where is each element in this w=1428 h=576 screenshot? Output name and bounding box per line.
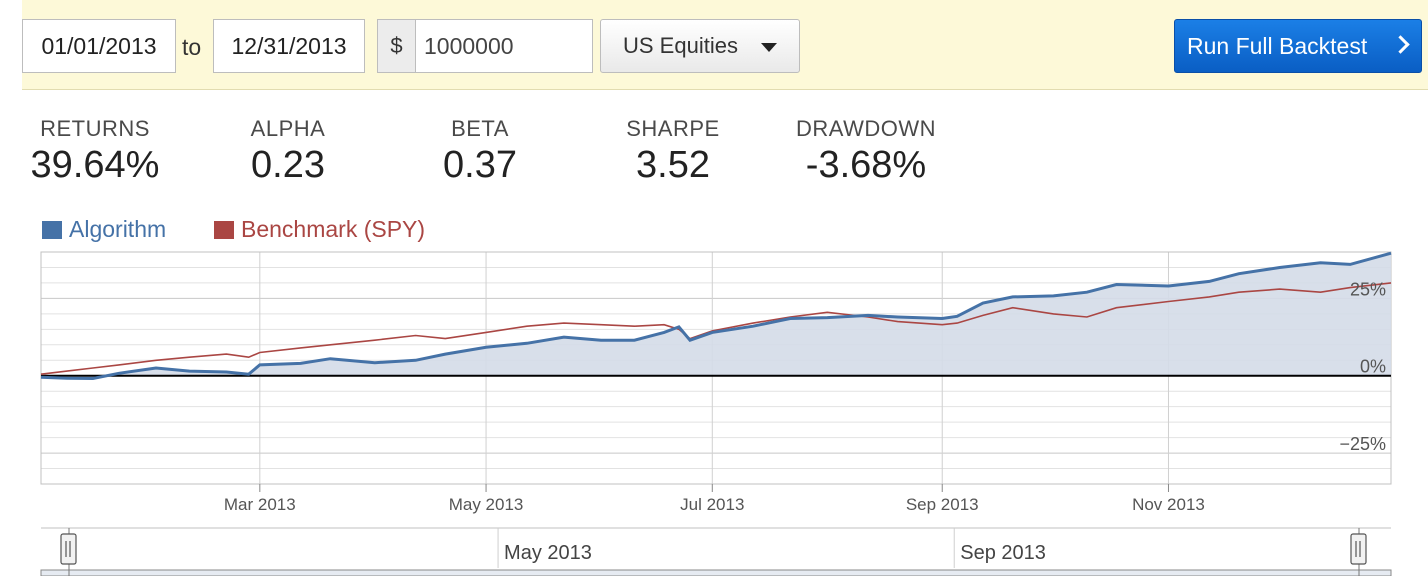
performance-chart: 25% 0% −25% Mar 2013 May 2013 Jul 2013 Sep 20…	[40, 251, 1392, 576]
y-tick-label: 25%	[1350, 279, 1386, 299]
navigator-labels: May 2013 Sep 2013	[497, 528, 1046, 568]
stat-beta: BETA 0.37	[430, 116, 530, 187]
currency-addon: $	[377, 19, 416, 73]
stat-value: 0.37	[443, 144, 517, 186]
run-button-label: Run Full Backtest	[1187, 32, 1368, 59]
x-axis-ticks: Mar 2013 May 2013 Jul 2013 Sep 2013 Nov 2013	[224, 484, 1205, 514]
x-tick-label: Sep 2013	[906, 495, 979, 514]
benchmark-swatch	[214, 220, 234, 239]
stat-alpha: ALPHA 0.23	[238, 116, 338, 187]
chart-grid	[41, 252, 1391, 484]
range-navigator: May 2013 Sep 2013	[40, 527, 1392, 576]
stat-returns: RETURNS 39.64%	[28, 116, 162, 187]
run-full-backtest-button[interactable]: Run Full Backtest	[1174, 19, 1422, 73]
algorithm-area-fill	[41, 253, 1391, 379]
navigator-label: Sep 2013	[960, 542, 1046, 564]
navigator-label: May 2013	[504, 542, 592, 564]
algorithm-series-line	[40, 251, 1392, 381]
stat-sharpe: SHARPE 3.52	[618, 116, 728, 187]
x-tick-label: May 2013	[449, 495, 524, 514]
stat-label: BETA	[451, 116, 509, 141]
x-tick-label: Mar 2013	[224, 495, 296, 514]
backtest-toolbar: 01/01/2013 to 12/31/2013 $ 1000000 US Eq…	[0, 0, 1428, 90]
caret-down-icon	[761, 43, 777, 52]
legend-label: Algorithm	[69, 216, 167, 242]
stat-value: 39.64%	[30, 144, 160, 186]
x-tick-label: Nov 2013	[1132, 495, 1205, 514]
stat-drawdown: DRAWDOWN -3.68%	[788, 116, 944, 187]
x-tick-label: Jul 2013	[680, 495, 744, 514]
navigator-right-handle[interactable]	[1350, 533, 1367, 565]
to-label: to	[182, 34, 202, 60]
legend-item-benchmark[interactable]: Benchmark (SPY)	[214, 216, 425, 243]
start-date-input[interactable]: 01/01/2013	[22, 19, 176, 73]
stat-label: DRAWDOWN	[795, 116, 937, 141]
universe-label: US Equities	[623, 33, 738, 58]
stat-label: ALPHA	[250, 116, 326, 141]
navigator-left-handle[interactable]	[60, 533, 77, 565]
capital-input[interactable]: 1000000	[415, 19, 593, 73]
y-tick-label: 0%	[1360, 357, 1386, 377]
chevron-right-icon	[1391, 35, 1410, 54]
y-axis-labels: 25% 0% −25%	[1339, 279, 1386, 454]
algorithm-swatch	[42, 220, 62, 239]
stat-label: SHARPE	[626, 116, 720, 141]
stat-value: 3.52	[636, 144, 710, 186]
y-tick-label: −25%	[1339, 434, 1386, 454]
end-date-input[interactable]: 12/31/2013	[213, 19, 365, 73]
legend-item-algorithm[interactable]: Algorithm	[42, 216, 166, 243]
universe-dropdown[interactable]: US Equities	[600, 19, 800, 73]
navigator-scrollbar[interactable]	[40, 569, 1392, 576]
stat-value: 0.23	[251, 144, 325, 186]
stat-value: -3.68%	[805, 144, 927, 186]
legend-label: Benchmark (SPY)	[241, 216, 426, 242]
stat-label: RETURNS	[40, 116, 150, 141]
